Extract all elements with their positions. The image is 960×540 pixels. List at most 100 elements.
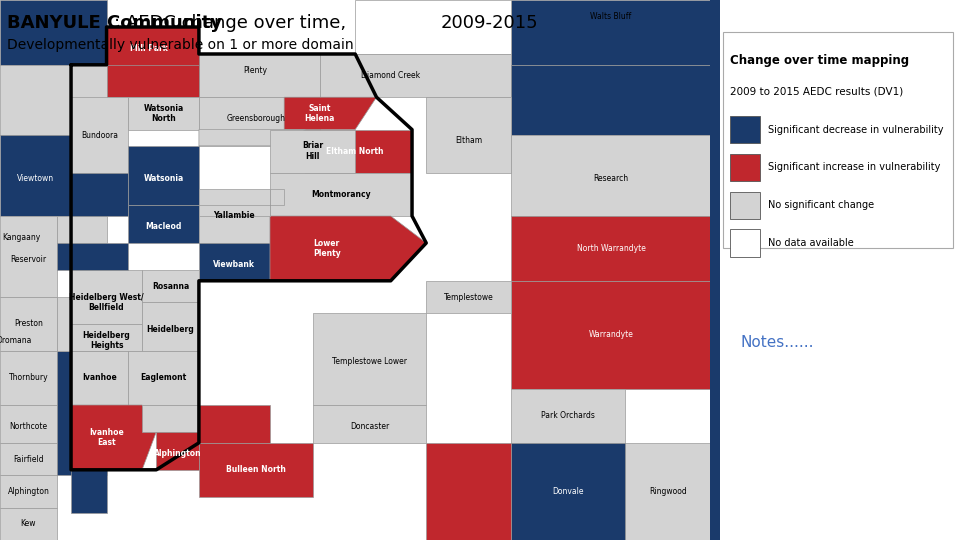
Polygon shape — [512, 216, 710, 281]
Text: Templestowe: Templestowe — [444, 293, 493, 301]
Text: 2009-2015: 2009-2015 — [441, 14, 538, 31]
Text: Developmentally vulnerable on 1 or more domain: Developmentally vulnerable on 1 or more … — [7, 38, 353, 52]
Text: : AEDC change over time,: : AEDC change over time, — [113, 14, 351, 31]
Polygon shape — [199, 97, 320, 146]
Polygon shape — [71, 351, 128, 405]
Text: Ivanhoe: Ivanhoe — [83, 374, 117, 382]
Text: Research: Research — [593, 174, 629, 183]
Polygon shape — [512, 389, 625, 443]
Polygon shape — [284, 130, 412, 173]
Polygon shape — [0, 508, 57, 540]
Text: Significant decrease in vulnerability: Significant decrease in vulnerability — [768, 125, 944, 134]
Polygon shape — [107, 27, 199, 65]
Polygon shape — [426, 281, 512, 313]
Text: Alphington: Alphington — [154, 449, 202, 458]
Bar — [731, 230, 760, 256]
Polygon shape — [71, 270, 142, 324]
Polygon shape — [0, 135, 71, 216]
Text: Briar
Hill: Briar Hill — [302, 141, 324, 161]
Polygon shape — [142, 302, 199, 351]
Text: Eltham: Eltham — [455, 136, 483, 145]
Text: Significant increase in vulnerability: Significant increase in vulnerability — [768, 163, 940, 172]
Polygon shape — [57, 243, 128, 270]
Text: Saint
Helena: Saint Helena — [304, 104, 335, 123]
Polygon shape — [128, 97, 199, 130]
Polygon shape — [512, 0, 710, 65]
Text: Reservoir: Reservoir — [11, 255, 46, 264]
Text: Viewbank: Viewbank — [213, 260, 255, 269]
Text: Donvale: Donvale — [553, 487, 584, 496]
Text: Ringwood: Ringwood — [649, 487, 686, 496]
Text: Dromana: Dromana — [0, 336, 32, 345]
Polygon shape — [71, 173, 128, 216]
Polygon shape — [199, 405, 270, 443]
Polygon shape — [71, 97, 128, 173]
Text: Lower
Plenty: Lower Plenty — [313, 239, 341, 258]
Text: Park Orchards: Park Orchards — [541, 411, 595, 420]
Polygon shape — [426, 97, 512, 173]
Polygon shape — [0, 405, 57, 443]
Polygon shape — [57, 351, 107, 475]
Polygon shape — [0, 443, 57, 475]
Text: Templestowe Lower: Templestowe Lower — [332, 357, 407, 366]
Polygon shape — [199, 54, 320, 97]
Polygon shape — [270, 216, 426, 281]
Polygon shape — [320, 54, 512, 97]
Text: 2009 to 2015 AEDC results (DV1): 2009 to 2015 AEDC results (DV1) — [731, 86, 903, 97]
Text: Heidelberg: Heidelberg — [147, 325, 194, 334]
Text: Rosanna: Rosanna — [152, 282, 189, 291]
Text: Plenty: Plenty — [244, 66, 268, 75]
Text: Bulleen North: Bulleen North — [226, 465, 286, 474]
Polygon shape — [199, 130, 305, 146]
Text: Viewtown: Viewtown — [17, 174, 54, 183]
Polygon shape — [512, 135, 710, 216]
Text: Doncaster: Doncaster — [349, 422, 389, 431]
Polygon shape — [0, 297, 57, 351]
Polygon shape — [57, 297, 71, 351]
Polygon shape — [313, 405, 426, 443]
Polygon shape — [0, 216, 57, 297]
Polygon shape — [0, 0, 107, 65]
Polygon shape — [142, 405, 199, 432]
Polygon shape — [128, 351, 199, 405]
Polygon shape — [71, 324, 142, 351]
Polygon shape — [512, 281, 710, 389]
Text: Eaglemont: Eaglemont — [140, 374, 186, 382]
Text: Bundoora: Bundoora — [81, 131, 118, 139]
Text: Kew: Kew — [21, 519, 36, 528]
Text: Notes......: Notes...... — [740, 335, 814, 350]
Polygon shape — [0, 65, 107, 135]
Text: Preston: Preston — [14, 320, 43, 328]
Text: Macleod: Macleod — [145, 222, 181, 231]
Polygon shape — [57, 216, 107, 243]
Text: Heidelberg West/
Bellfield: Heidelberg West/ Bellfield — [69, 293, 144, 312]
Polygon shape — [142, 270, 199, 302]
Polygon shape — [313, 313, 426, 405]
Text: Fairfield: Fairfield — [13, 455, 44, 463]
Polygon shape — [128, 205, 199, 243]
Bar — [731, 116, 760, 143]
Polygon shape — [355, 0, 512, 54]
Polygon shape — [71, 405, 156, 470]
Text: Warrandyte: Warrandyte — [588, 330, 634, 339]
FancyBboxPatch shape — [723, 32, 952, 248]
Polygon shape — [199, 243, 270, 281]
Bar — [731, 154, 760, 181]
Text: Ivanhoe
East: Ivanhoe East — [89, 428, 124, 447]
Text: Watsonia
North: Watsonia North — [143, 104, 183, 123]
Polygon shape — [156, 432, 199, 470]
Text: No significant change: No significant change — [768, 200, 874, 210]
Polygon shape — [199, 189, 284, 216]
Polygon shape — [71, 470, 107, 513]
Text: North Warrandyte: North Warrandyte — [577, 244, 645, 253]
Polygon shape — [0, 351, 57, 405]
Text: Thornbury: Thornbury — [9, 374, 48, 382]
Text: No data available: No data available — [768, 238, 853, 248]
Polygon shape — [199, 443, 313, 497]
Polygon shape — [199, 189, 270, 243]
Polygon shape — [128, 146, 199, 205]
Text: Yallambie: Yallambie — [214, 212, 255, 220]
Polygon shape — [270, 130, 355, 173]
Text: Montmorancy: Montmorancy — [311, 190, 371, 199]
Text: BANYULE Community: BANYULE Community — [7, 14, 222, 31]
